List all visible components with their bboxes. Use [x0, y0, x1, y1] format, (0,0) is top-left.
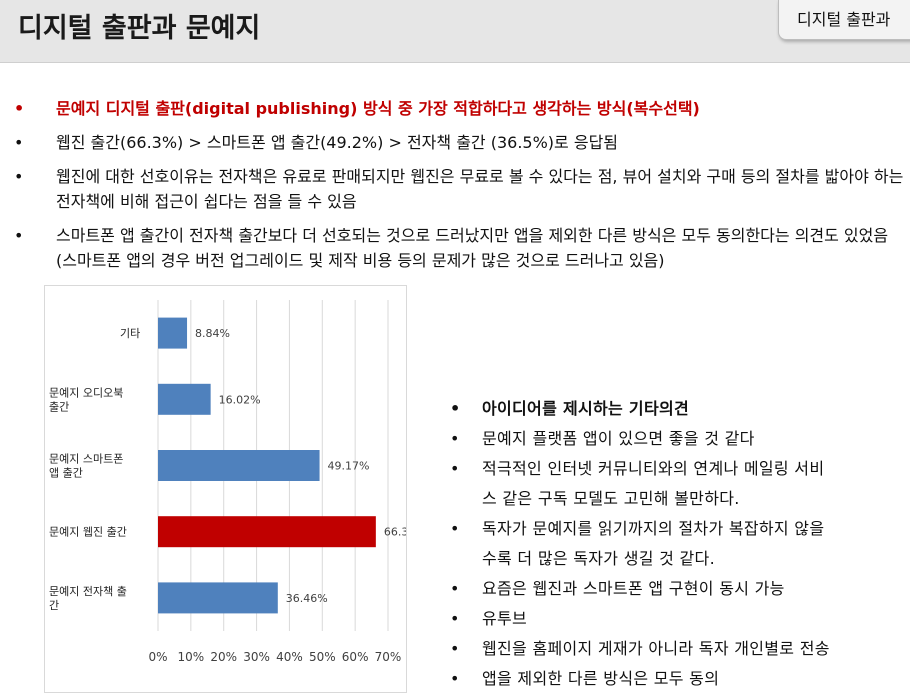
x-tick-label: 40% — [276, 650, 303, 664]
bar — [158, 450, 320, 481]
data-label: 66.3 — [384, 526, 406, 539]
bar — [158, 317, 188, 349]
x-tick-label: 50% — [309, 650, 336, 664]
bullet-marker: • — [450, 639, 460, 658]
bullet-marker: • — [14, 99, 25, 118]
category-label: 기타 — [120, 327, 140, 340]
bar — [158, 582, 278, 614]
data-label: 8.84% — [195, 327, 230, 340]
bar — [158, 383, 211, 415]
summary-bullet-list: • 문예지 디지털 출판(digital publishing) 방식 중 가장… — [14, 96, 906, 282]
category-label: 문예지 오디오북 출간 — [49, 386, 123, 413]
idea-item: • 웹진을 홈페이지 게재가 아니라 독자 개인별로 전송 — [448, 634, 908, 664]
idea-item: • 적극적인 인터넷 커뮤니티와의 연계나 메일링 서비 — [448, 454, 908, 484]
idea-item: • 요즘은 웹진과 스마트폰 앱 구현이 동시 가능 — [448, 574, 908, 604]
idea-item: • 유투브 — [448, 604, 908, 634]
idea-item-continued: 스 같은 구독 모델도 고민해 볼만하다. — [482, 489, 740, 508]
bullet-webzine-reason: • 웹진에 대한 선호이유는 전자책은 유료로 판매되지만 웹진은 무료로 볼 … — [14, 164, 906, 214]
title-bar: 디지털 출판과 문예지 디지털 출판과 — [0, 0, 910, 63]
x-tick-label: 0% — [148, 650, 167, 664]
data-label: 49.17% — [328, 460, 370, 473]
category-label: 문예지 스마트폰 앱 출간 — [49, 453, 123, 480]
bar-chart-svg: 0% 10% 20% 30% 40% 50% 60% 70% 8.84% 기타 16.02% 문예지 … — [49, 300, 406, 664]
bullet-marker: • — [14, 226, 24, 245]
bullet-marker: • — [450, 459, 460, 478]
ideas-heading: • 아이디어를 제시하는 기타의견 — [448, 394, 908, 424]
bullet-marker: • — [14, 167, 24, 186]
section-tab[interactable]: 디지털 출판과 — [778, 0, 910, 40]
bar — [158, 516, 376, 548]
idea-item: • 문예지 플랫폼 앱이 있으면 좋을 것 같다 — [448, 424, 908, 454]
bullet-text: 스마트폰 앱 출간이 전자책 출간보다 더 선호되는 것으로 드러났지만 앱을 … — [56, 226, 889, 270]
x-tick-label: 10% — [178, 650, 205, 664]
bullet-marker: • — [450, 399, 461, 418]
x-tick-label: 60% — [342, 650, 369, 664]
bullet-app-opinion: • 스마트폰 앱 출간이 전자책 출간보다 더 선호되는 것으로 드러났지만 앱… — [14, 223, 906, 273]
idea-item: • 앱을 제외한 다른 방식은 모두 동의 — [448, 664, 908, 694]
data-label: 16.02% — [219, 393, 261, 406]
bullet-text: 웹진 출간(66.3%) > 스마트폰 앱 출간(49.2%) > 전자책 출간… — [56, 133, 619, 152]
bullet-marker: • — [450, 609, 460, 628]
x-tick-label: 20% — [210, 650, 237, 664]
bar-chart: 0% 10% 20% 30% 40% 50% 60% 70% 8.84% 기타 16.02% 문예지 … — [44, 285, 407, 693]
idea-item: • 독자가 문예지를 읽기까지의 절차가 복잡하지 않을 — [448, 514, 908, 544]
bullet-question: • 문예지 디지털 출판(digital publishing) 방식 중 가장… — [14, 96, 906, 121]
ideas-list: • 아이디어를 제시하는 기타의견 • 문예지 플랫폼 앱이 있으면 좋을 것 … — [448, 394, 908, 694]
bullet-marker: • — [450, 519, 460, 538]
x-tick-label: 70% — [375, 650, 402, 664]
bullet-marker: • — [450, 669, 460, 688]
category-label: 문예지 웹진 출간 — [49, 526, 127, 539]
x-tick-label: 30% — [243, 650, 270, 664]
idea-item-continued: 수록 더 많은 독자가 생길 것 같다. — [482, 549, 715, 568]
bullet-text: 웹진에 대한 선호이유는 전자책은 유료로 판매되지만 웹진은 무료로 볼 수 … — [56, 167, 904, 211]
bullet-text: 문예지 디지털 출판(digital publishing) 방식 중 가장 적… — [56, 99, 700, 118]
bullet-ranking: • 웹진 출간(66.3%) > 스마트폰 앱 출간(49.2%) > 전자책 … — [14, 130, 906, 155]
bullet-marker: • — [14, 133, 24, 152]
slide-title: 디지털 출판과 문예지 — [18, 13, 261, 44]
data-label: 36.46% — [286, 592, 328, 605]
bullet-marker: • — [450, 429, 460, 448]
bullet-marker: • — [450, 579, 460, 598]
